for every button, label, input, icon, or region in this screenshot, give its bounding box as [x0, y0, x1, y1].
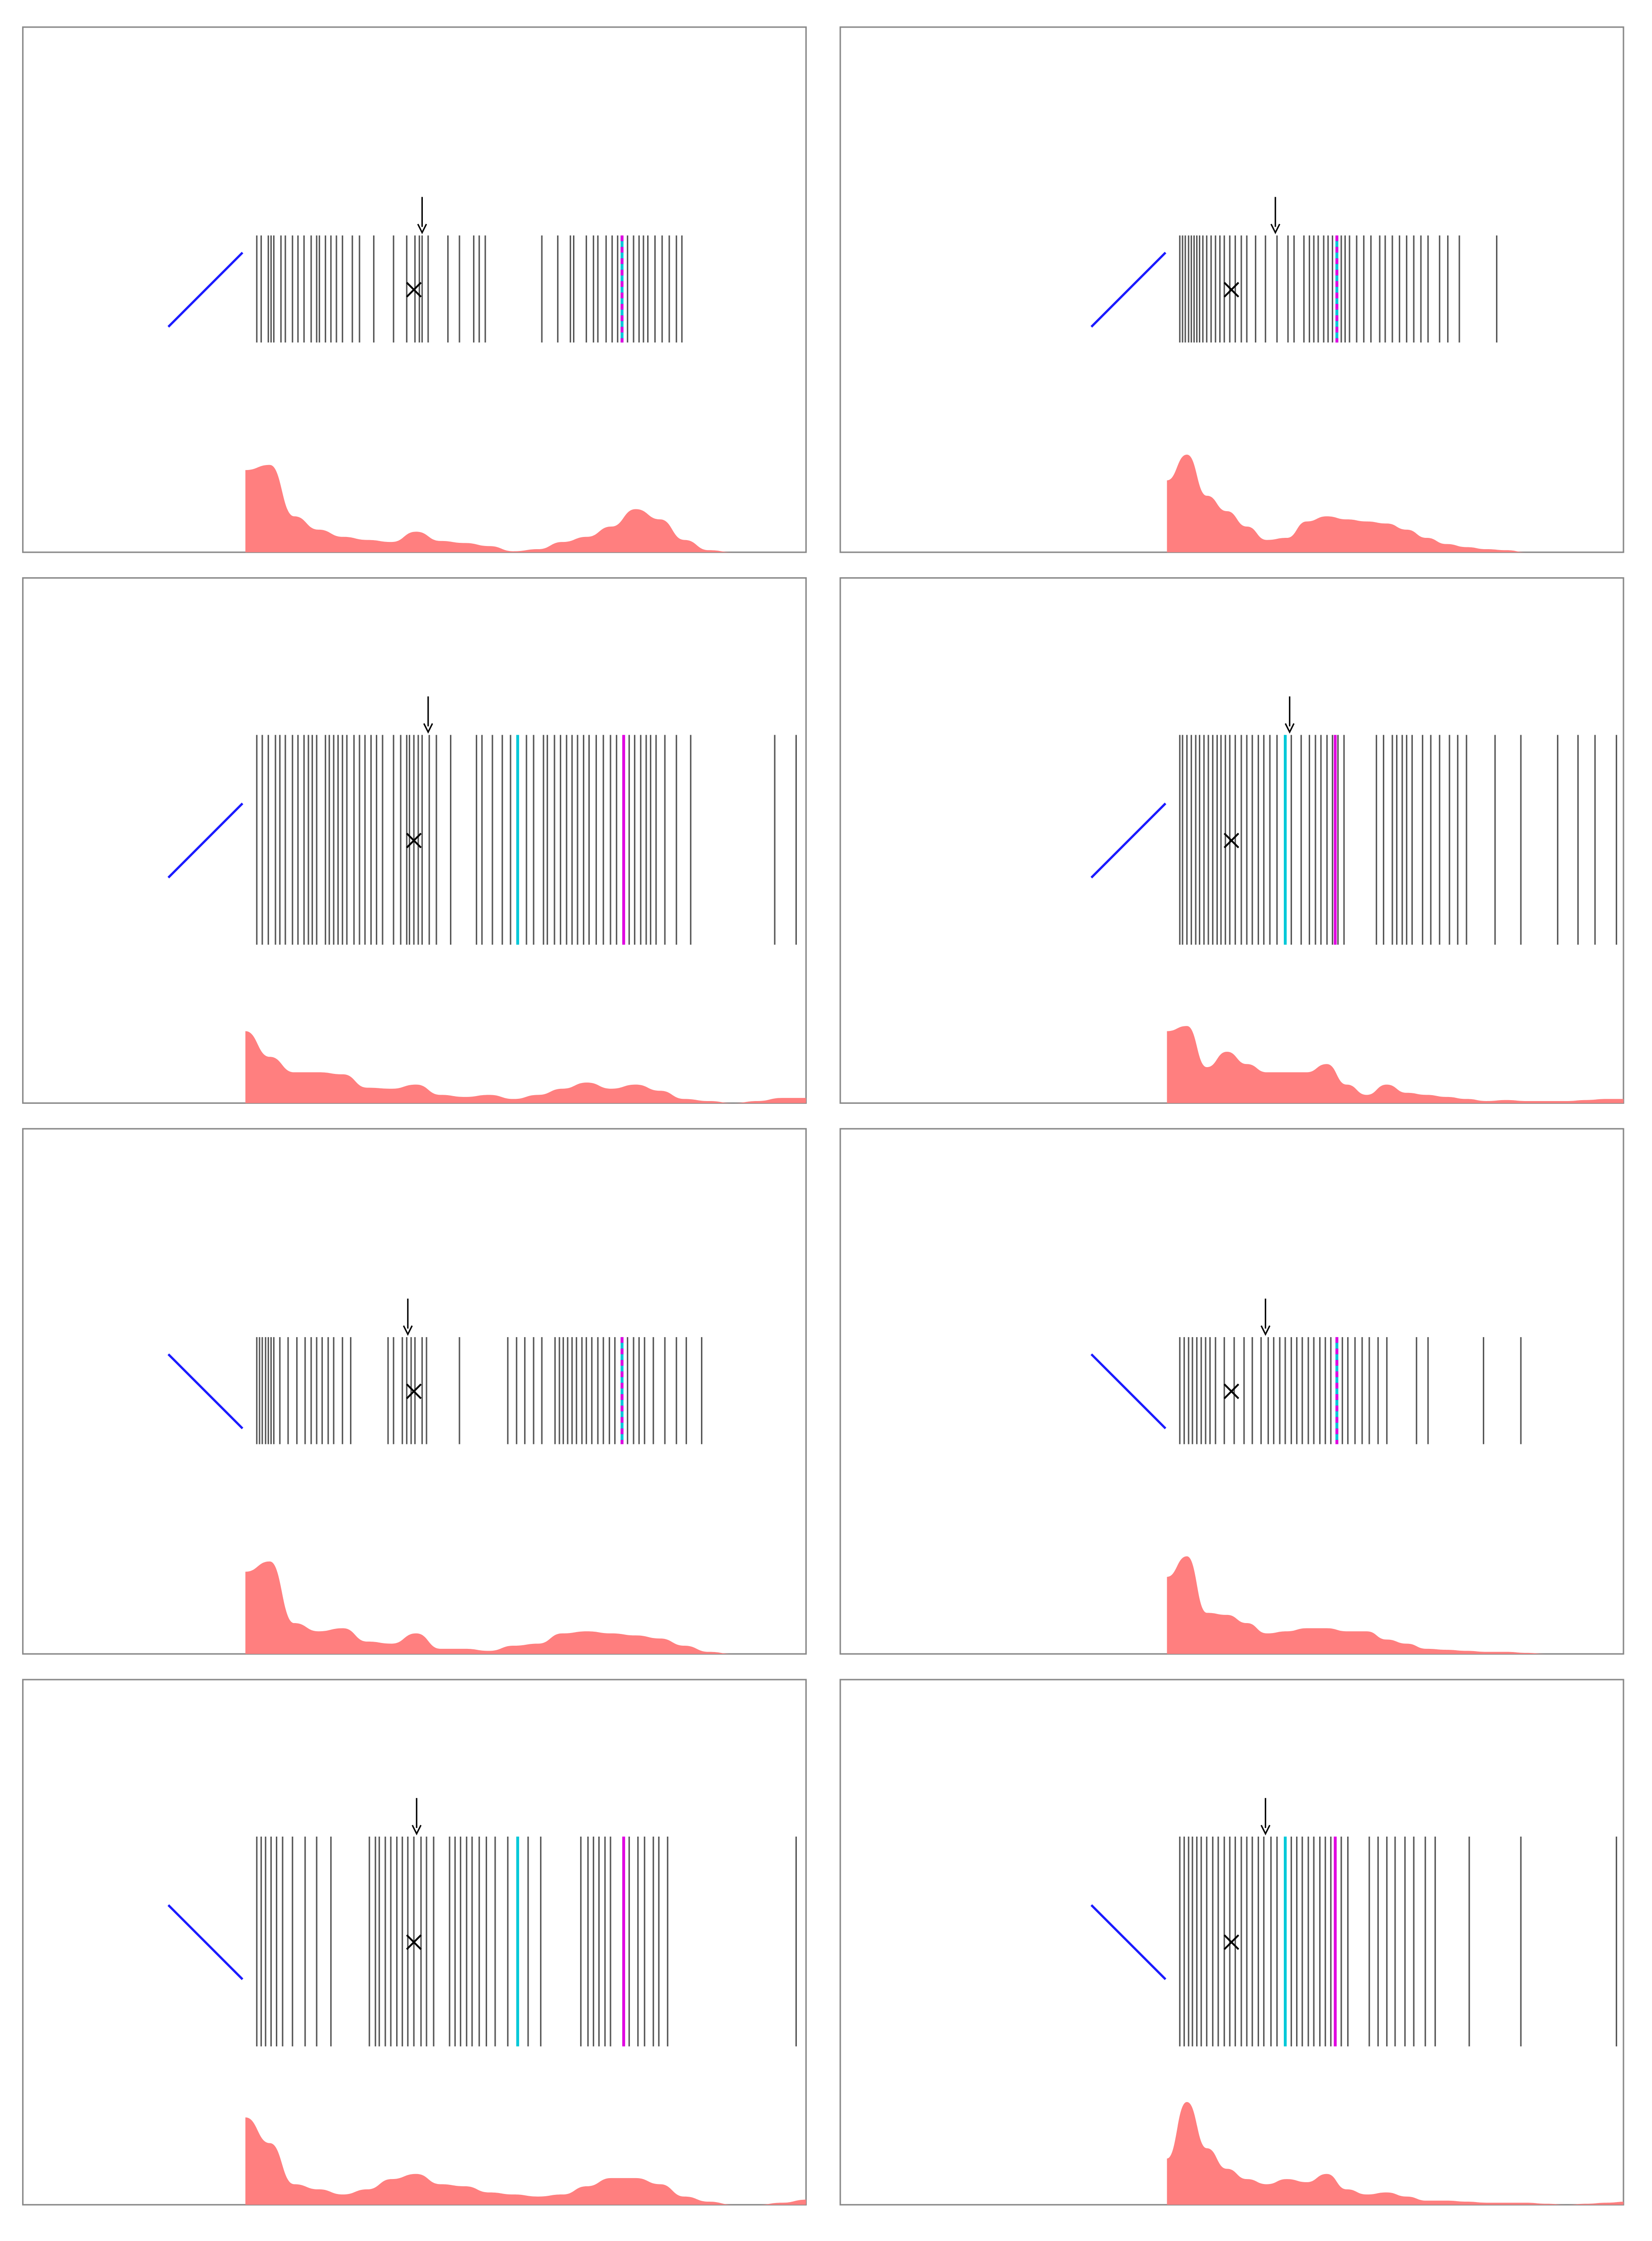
density-area — [245, 1031, 806, 1103]
pointer-head — [1284, 723, 1295, 734]
panel — [839, 1128, 1624, 1655]
pointer-head — [1260, 1325, 1271, 1336]
panel — [839, 577, 1624, 1104]
x-marker — [406, 1383, 422, 1399]
x-marker — [1223, 282, 1240, 298]
panel — [22, 1679, 807, 2206]
panel — [839, 26, 1624, 553]
density-area — [245, 1561, 734, 1654]
panel-content — [1090, 696, 1624, 1103]
panel-content — [167, 1798, 806, 2205]
panel — [839, 1679, 1624, 2206]
trend-line — [1090, 802, 1167, 878]
trend-line — [167, 252, 244, 328]
pointer-head — [402, 1325, 413, 1336]
density-area — [1167, 1026, 1624, 1103]
panel-content — [1090, 197, 1624, 552]
pointer-head — [412, 1825, 422, 1836]
trend-line — [167, 802, 244, 878]
x-marker — [1223, 1934, 1240, 1950]
pointer-head — [423, 723, 433, 734]
trend-line — [1090, 252, 1167, 328]
panel-content — [1090, 1298, 1547, 1654]
pointer-head — [1270, 223, 1281, 234]
panel-content — [167, 197, 806, 552]
x-marker — [406, 1934, 422, 1950]
x-marker — [406, 832, 422, 849]
density-area — [1167, 455, 1624, 552]
x-marker — [1223, 1383, 1240, 1399]
x-marker — [1223, 832, 1240, 849]
panel-content — [167, 1298, 734, 1654]
density-area — [245, 465, 806, 552]
panel-content — [167, 696, 806, 1103]
density-area — [245, 2117, 806, 2205]
panel — [22, 1128, 807, 1655]
x-marker — [406, 282, 422, 298]
trend-line — [1090, 1353, 1167, 1429]
pointer-head — [1260, 1825, 1271, 1836]
trend-line — [1090, 1904, 1167, 1980]
density-area — [1167, 2102, 1624, 2205]
panel — [22, 26, 807, 553]
trend-line — [167, 1353, 244, 1429]
panel-content — [1090, 1798, 1624, 2205]
trend-line — [167, 1904, 244, 1980]
panel — [22, 577, 807, 1104]
pointer-head — [417, 223, 427, 234]
density-area — [1167, 1556, 1547, 1654]
